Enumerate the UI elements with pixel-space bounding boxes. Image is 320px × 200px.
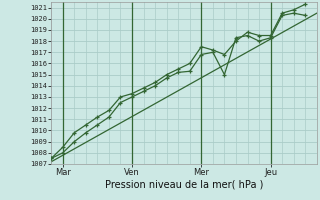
X-axis label: Pression niveau de la mer( hPa ): Pression niveau de la mer( hPa ) [105, 180, 263, 190]
